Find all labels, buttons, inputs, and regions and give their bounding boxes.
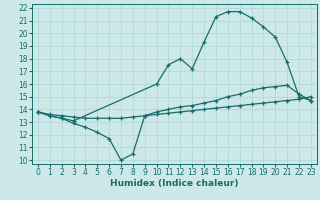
X-axis label: Humidex (Indice chaleur): Humidex (Indice chaleur) <box>110 179 239 188</box>
